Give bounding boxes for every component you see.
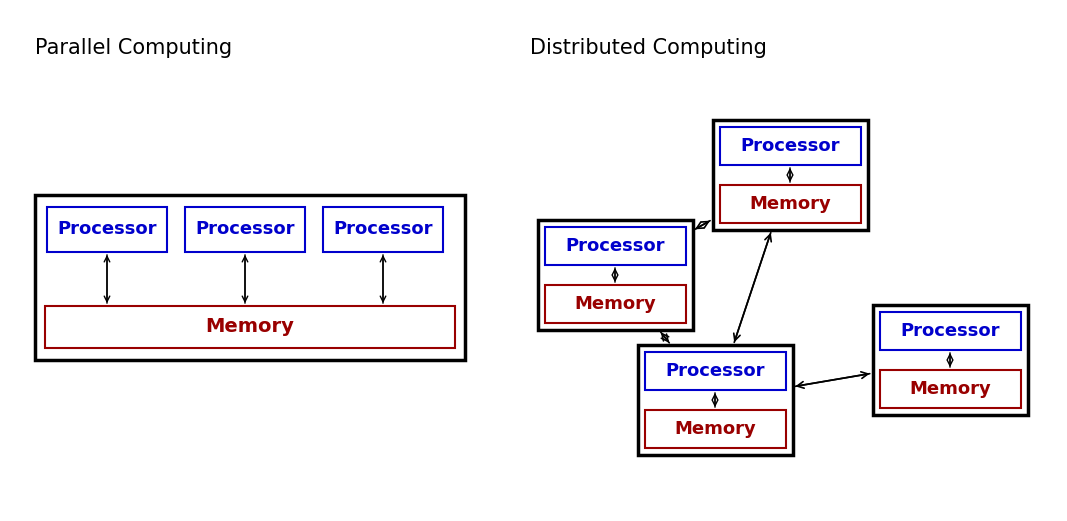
Bar	[538, 220, 692, 330]
Bar	[719, 127, 860, 165]
Text: Processor: Processor	[740, 137, 840, 155]
Text: Processor: Processor	[58, 220, 157, 239]
Bar	[323, 207, 443, 252]
Text: Processor: Processor	[665, 362, 765, 380]
Text: Processor: Processor	[901, 322, 1000, 340]
Text: Memory: Memory	[206, 317, 294, 337]
Bar	[45, 306, 455, 348]
Text: Processor: Processor	[566, 237, 665, 255]
Text: Distributed Computing: Distributed Computing	[530, 38, 767, 58]
Text: Processor: Processor	[333, 220, 433, 239]
Bar	[544, 285, 685, 323]
Bar	[879, 312, 1020, 350]
Text: Parallel Computing: Parallel Computing	[35, 38, 233, 58]
Bar	[713, 120, 867, 230]
Bar	[879, 370, 1020, 408]
Text: Memory: Memory	[574, 295, 656, 313]
Text: Processor: Processor	[195, 220, 294, 239]
Bar	[637, 345, 793, 455]
Bar	[719, 185, 860, 223]
Text: Memory: Memory	[749, 195, 831, 213]
Bar	[873, 305, 1028, 415]
Bar	[47, 207, 168, 252]
Text: Memory: Memory	[909, 380, 991, 398]
Bar	[35, 195, 465, 360]
Bar	[644, 352, 785, 390]
Bar	[644, 410, 785, 448]
Bar	[185, 207, 305, 252]
Text: Memory: Memory	[674, 420, 755, 438]
Bar	[544, 227, 685, 265]
